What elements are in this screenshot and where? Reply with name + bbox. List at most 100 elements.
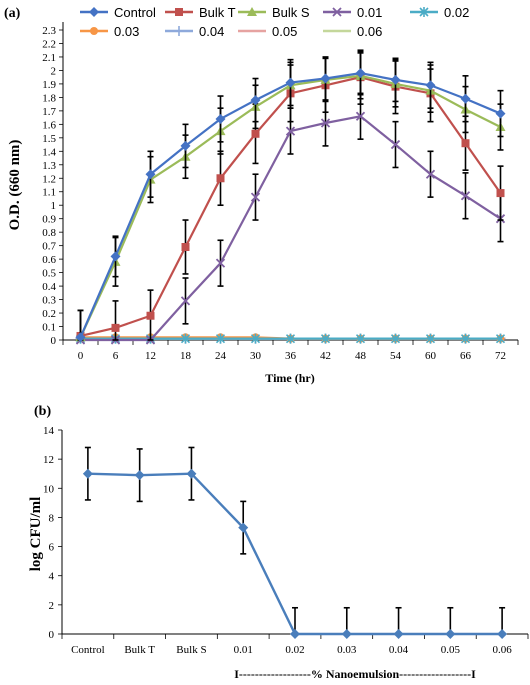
panel-a-x-tick-label: 18 (180, 350, 192, 362)
panel-a-y-tick-label: 0.4 (42, 281, 56, 293)
legend-label: Control (114, 5, 156, 20)
panel-a-y-tick-label: 0.6 (42, 254, 56, 266)
panel-a-series-0.01 (75, 92, 506, 345)
panel-a-point (355, 68, 366, 79)
legend-label: Bulk S (272, 5, 310, 20)
panel-b-y-tick-label: 4 (49, 571, 55, 583)
panel-a-series (75, 49, 506, 345)
legend-swatch-marker (332, 7, 342, 17)
panel-a-y-tick-label: 0.9 (42, 214, 56, 226)
panel-b-group-annotation: I------------------% Nanoemulsion-------… (234, 667, 476, 681)
panel-b-y-tick-label: 14 (43, 425, 55, 437)
panel-b-x-tick-label: 0.03 (337, 644, 357, 656)
legend-item-0.04: 0.04 (165, 24, 224, 39)
panel-b-x-tick-label: Bulk T (124, 644, 155, 656)
panel-a-x-tick-label: 36 (285, 350, 297, 362)
panel-a-y-axis-label: O.D. (660 nm) (7, 140, 23, 231)
legend-label: Bulk T (199, 5, 236, 20)
panel-a-point (460, 333, 471, 344)
legend-label: 0.04 (199, 24, 224, 39)
panel-b-point (445, 629, 456, 639)
panel-b-cfu-chart: (b) 0 2 4 6 8 10 12 14 Control Bulk T Bulk S 0.01 0.… (28, 404, 529, 681)
panel-a-point (215, 333, 226, 344)
panel-a-point (390, 74, 401, 85)
panel-b-point (82, 468, 93, 479)
panel-a-point (250, 333, 261, 344)
panel-a-x-tick-label: 54 (390, 350, 402, 362)
panel-a-point (425, 169, 436, 179)
legend-item-0.05: 0.05 (238, 24, 297, 39)
panel-a-point (495, 333, 506, 344)
panel-a-point (460, 93, 471, 104)
panel-a-point (75, 332, 86, 343)
panel-a-x-tick-label: 6 (113, 350, 119, 362)
panel-b-point (290, 629, 300, 639)
panel-a-point (180, 140, 191, 151)
panel-a-series-Control (75, 50, 506, 343)
panel-a-point (146, 311, 155, 320)
legend-swatch-marker (175, 8, 183, 16)
legend-item-Control: Control (80, 5, 156, 20)
panel-b-point (341, 629, 352, 639)
panel-a-point (355, 111, 366, 121)
panel-b-y-tick-label: 12 (43, 454, 54, 466)
panel-a-point (320, 73, 331, 84)
panel-a-y-tick-label: 1.5 (42, 133, 56, 145)
panel-a-point (461, 139, 470, 148)
panel-a-x-tick-label: 48 (355, 350, 367, 362)
panel-a-y-tick-label: 1.6 (42, 119, 56, 131)
panel-a-x-tick-label: 66 (460, 350, 472, 362)
panel-a-point (180, 333, 191, 344)
panel-a-point (496, 189, 505, 198)
panel-b-x-tick-label: 0.04 (389, 644, 409, 656)
panel-a-y-tick-label: 0.7 (42, 241, 56, 253)
panel-a-point (320, 333, 331, 344)
legend-label: 0.02 (444, 5, 469, 20)
panel-b-y-tick-label: 0 (49, 629, 55, 641)
panel-a-point (250, 95, 261, 106)
panel-b-x-tick-label: Control (71, 644, 105, 656)
panel-a-point (215, 113, 226, 124)
panel-a-point (285, 126, 296, 136)
panel-a-point (390, 333, 401, 344)
panel-a-label: (a) (4, 6, 21, 21)
panel-a-point (425, 80, 436, 91)
legend-item-0.02: 0.02 (410, 5, 469, 20)
panel-a-point (285, 333, 296, 344)
panel-a-y-tick-label: 1.4 (42, 146, 56, 158)
panel-b-x-tick-label: 0.02 (285, 644, 304, 656)
panel-a-axes: 00.10.20.30.40.50.60.70.80.911.11.21.31.… (42, 22, 519, 362)
panel-a-y-tick-label: 1.2 (42, 173, 56, 185)
panel-a-y-tick-label: 1.1 (42, 187, 56, 199)
panel-a-point (250, 192, 261, 202)
panel-a-point (390, 139, 401, 150)
legend-label: 0.03 (114, 24, 139, 39)
legend-swatch-marker (90, 27, 98, 35)
panel-a-x-tick-label: 72 (495, 350, 506, 362)
panel-a-point (181, 243, 190, 251)
legend-item-Bulk S: Bulk S (238, 5, 310, 20)
panel-b-x-tick-label: 0.01 (234, 644, 253, 656)
legend-item-0.01: 0.01 (323, 5, 382, 20)
panel-b-point (238, 522, 249, 533)
legend-item-0.03: 0.03 (80, 24, 139, 39)
panel-a-x-tick-label: 60 (425, 350, 437, 362)
panel-a-point (320, 118, 331, 128)
panel-a-y-tick-label: 2 (51, 65, 57, 77)
panel-a-point (495, 108, 506, 119)
panel-a-x-tick-label: 12 (145, 350, 156, 362)
panel-b-y-tick-label: 10 (43, 483, 55, 495)
panel-a-x-tick-label: 30 (250, 350, 262, 362)
panel-a-point (355, 333, 366, 344)
panel-b-axes: 0 2 4 6 8 10 12 14 Control Bulk T Bulk S 0.01 0.02 0.… (43, 425, 529, 656)
legend-label: 0.01 (357, 5, 382, 20)
panel-a-y-tick-label: 1.9 (42, 79, 56, 91)
panel-a-x-tick-label: 0 (78, 350, 84, 362)
panel-a-point (215, 258, 226, 268)
panel-a-growth-curve: (a) Control Bulk T Bulk S 0.01 0.02 0.03 0.04 0… (4, 5, 519, 385)
panel-b-y-axis-label: log CFU/ml (28, 497, 44, 572)
panel-a-y-tick-label: 0 (51, 335, 57, 347)
panel-b-point (393, 629, 404, 639)
panel-a-y-tick-label: 1 (51, 200, 57, 212)
